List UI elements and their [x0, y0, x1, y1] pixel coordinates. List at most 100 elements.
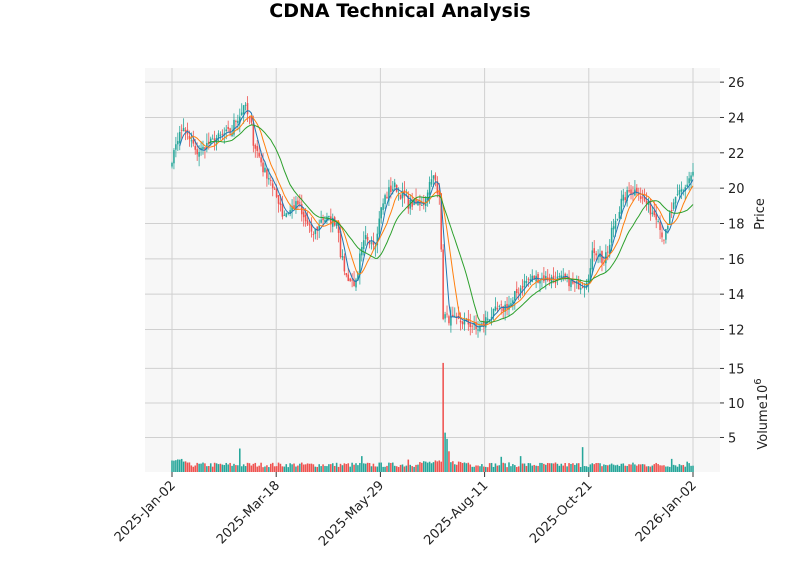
- volume-bar: [225, 462, 228, 472]
- volume-bar: [607, 465, 609, 472]
- candle-body: [453, 315, 456, 317]
- volume-bar: [440, 461, 442, 472]
- volume-bar: [380, 462, 382, 472]
- volume-bar: [393, 465, 396, 472]
- candle-body: [589, 268, 592, 280]
- candle-body: [560, 275, 563, 279]
- volume-bar: [254, 462, 257, 472]
- candle-body: [645, 200, 648, 204]
- volume-bar: [688, 463, 690, 472]
- volume-bar: [277, 462, 280, 472]
- volume-bar: [453, 464, 456, 472]
- volume-bar: [570, 463, 572, 472]
- volume-bar: [399, 464, 402, 472]
- volume-bar: [428, 461, 431, 472]
- candle-body: [370, 242, 373, 244]
- volume-bar: [574, 464, 576, 472]
- volume-bar: [537, 465, 539, 472]
- candle-body: [457, 315, 460, 319]
- volume-bar: [618, 465, 621, 472]
- x-tick-label: 2026-Jan-02: [633, 478, 700, 545]
- volume-bar: [415, 464, 417, 472]
- candle-body: [657, 221, 659, 223]
- volume-bar: [593, 464, 595, 472]
- volume-bar: [556, 463, 559, 472]
- candle-body: [204, 147, 206, 151]
- volume-bar: [335, 462, 338, 472]
- candle-body: [663, 239, 665, 241]
- volume-bar: [217, 464, 220, 472]
- candle-body: [239, 116, 241, 124]
- volume-bar: [597, 462, 599, 472]
- volume-bar: [637, 464, 640, 472]
- volume-bar: [492, 466, 495, 472]
- volume-bar: [200, 463, 202, 472]
- candle-body: [440, 193, 442, 250]
- volume-bar: [341, 465, 344, 472]
- candle-body: [651, 212, 654, 214]
- candle-body: [225, 129, 228, 132]
- volume-bar: [426, 462, 429, 472]
- volume-bar: [444, 432, 446, 472]
- moving-average-10: [189, 115, 694, 326]
- volume-bar: [246, 462, 249, 472]
- volume-bar: [448, 451, 450, 472]
- volume-bar: [374, 466, 377, 472]
- volume-bar: [331, 463, 334, 472]
- candle-body: [632, 192, 634, 194]
- volume-bar: [279, 463, 282, 472]
- x-tick-label: 2025-Aug-11: [421, 478, 491, 548]
- volume-bar: [508, 462, 510, 472]
- volume-bar: [382, 466, 384, 472]
- candle-body: [512, 300, 514, 304]
- candle-body: [366, 236, 369, 241]
- candle-body: [587, 278, 590, 285]
- volume-bar: [347, 463, 350, 472]
- candle-body: [641, 197, 644, 199]
- candle-body: [260, 157, 262, 163]
- candle-body: [628, 190, 630, 192]
- volume-bar: [601, 466, 603, 472]
- candle-body: [459, 320, 462, 323]
- candle-body: [446, 313, 448, 315]
- volume-bar: [587, 467, 590, 472]
- candle-body: [359, 253, 361, 276]
- candle-body: [533, 275, 535, 280]
- volume-bar: [446, 438, 448, 472]
- candle-body: [182, 127, 185, 132]
- candle-body: [424, 198, 427, 206]
- volume-bar: [552, 463, 555, 472]
- volume-bar: [417, 464, 419, 472]
- candle-body: [399, 194, 402, 200]
- volume-bar: [647, 466, 650, 472]
- candle-body: [614, 220, 617, 229]
- candle-body: [235, 121, 237, 122]
- volume-bar: [450, 462, 452, 472]
- candle-body: [190, 140, 193, 142]
- volume-bar: [566, 466, 568, 472]
- volume-bar: [432, 462, 435, 472]
- candle-body: [678, 190, 681, 195]
- candle-body: [380, 207, 382, 219]
- candle-body: [531, 275, 534, 282]
- candle-body: [320, 219, 322, 223]
- volume-bar: [310, 463, 313, 472]
- price-tick-label: 20: [728, 182, 745, 197]
- volume-bar: [248, 463, 251, 472]
- volume-bar: [622, 463, 625, 472]
- volume-bar: [610, 463, 613, 472]
- volume-bar: [558, 465, 561, 472]
- candle-body: [244, 104, 247, 106]
- volume-bar: [690, 465, 692, 472]
- volume-bar: [211, 466, 214, 472]
- candle-body: [653, 210, 656, 216]
- candle-body: [171, 162, 173, 167]
- volume-bar: [233, 463, 235, 472]
- candle-body: [430, 179, 433, 185]
- volume-bar: [634, 464, 636, 472]
- volume-bar: [655, 462, 657, 472]
- candle-body: [270, 180, 272, 181]
- volume-bar: [550, 463, 553, 472]
- volume-bar: [366, 462, 369, 472]
- volume-bar: [651, 465, 654, 472]
